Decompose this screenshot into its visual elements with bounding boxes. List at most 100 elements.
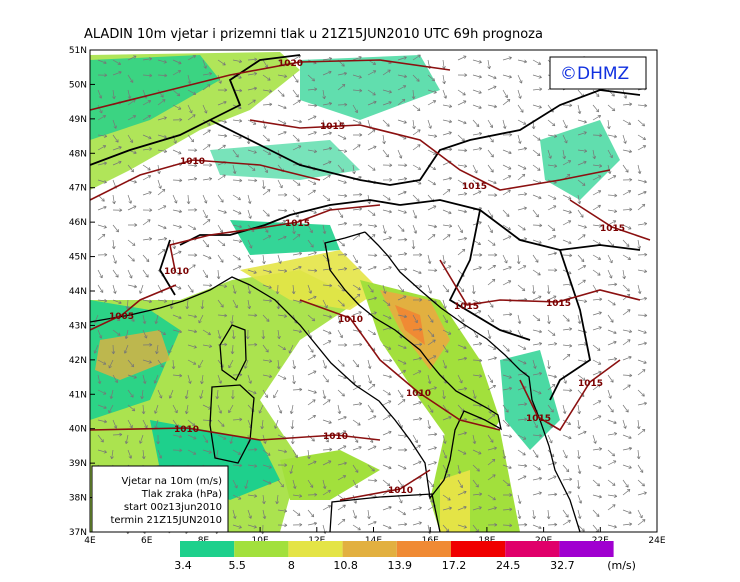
wind-arrow — [307, 344, 314, 353]
wind-arrow — [472, 266, 482, 271]
wind-arrow — [562, 404, 567, 414]
wind-arrow — [307, 449, 311, 460]
wind-arrow — [592, 164, 603, 168]
wind-arrow — [217, 74, 222, 84]
wind-arrow — [472, 464, 480, 472]
wind-arrow — [202, 84, 211, 91]
wind-arrow — [337, 299, 345, 307]
wind-arrow — [382, 236, 392, 241]
wind-arrow — [622, 419, 627, 429]
wind-arrow — [532, 433, 543, 438]
wind-arrow — [622, 89, 628, 99]
wind-arrow — [487, 314, 494, 323]
wind-arrow — [217, 174, 226, 181]
wind-arrow — [141, 404, 146, 415]
wind-arrow — [262, 189, 271, 196]
wind-arrow — [322, 70, 332, 76]
lat-label: 41N — [69, 390, 87, 400]
wind-arrow — [337, 518, 346, 526]
wind-arrow — [457, 356, 468, 361]
wind-arrow — [442, 359, 447, 369]
wind-arrow — [427, 89, 437, 94]
wind-arrow — [262, 314, 270, 322]
wind-arrow — [382, 430, 392, 436]
title: ALADIN 10m vjetar i prizemni tlak u 21Z1… — [84, 27, 543, 42]
wind-arrow — [217, 194, 224, 203]
wind-arrow — [97, 359, 107, 365]
wind-arrow — [472, 146, 483, 151]
wind-arrow — [322, 299, 328, 309]
wind-arrow — [154, 314, 159, 324]
wind-arrow — [576, 479, 581, 490]
wind-arrow — [622, 479, 629, 488]
wind-arrow — [487, 59, 491, 70]
wind-arrow — [382, 149, 389, 158]
wind-arrow — [157, 389, 163, 399]
colorbar-label: 5.5 — [228, 559, 246, 572]
wind-arrow — [412, 194, 420, 202]
wind-arrow — [142, 419, 148, 429]
wind-arrow — [547, 404, 554, 413]
wind-arrow — [172, 149, 182, 155]
wind-arrow — [637, 464, 644, 473]
wind-arrow — [622, 177, 633, 182]
wind-arrow — [247, 269, 257, 274]
wind-arrow — [262, 134, 270, 142]
wind-arrow — [202, 177, 213, 181]
wind-arrow — [367, 89, 376, 96]
wind-arrow — [442, 449, 448, 459]
wind-arrow — [457, 386, 468, 391]
wind-arrow — [622, 509, 632, 515]
wind-arrow — [97, 115, 107, 121]
wind-arrow — [517, 494, 522, 504]
wind-arrow — [187, 148, 198, 153]
wind-arrow — [337, 221, 348, 226]
wind-arrow — [261, 179, 266, 190]
wind-arrow — [322, 194, 331, 202]
wind-arrow — [592, 464, 602, 470]
wind-arrow — [124, 434, 129, 445]
wind-arrow — [288, 344, 294, 354]
wind-arrow — [502, 235, 512, 241]
wind-arrow — [592, 175, 602, 181]
isobar-label: 1010 — [338, 315, 363, 325]
wind-arrow — [607, 282, 618, 287]
wind-arrow — [472, 479, 479, 488]
wind-arrow — [592, 344, 601, 351]
wind-arrow — [322, 89, 326, 100]
wind-arrow — [472, 253, 483, 257]
wind-arrow — [427, 386, 437, 391]
wind-arrow — [276, 359, 281, 370]
wind-arrow — [457, 505, 467, 511]
wind-arrow — [292, 387, 303, 392]
wind-arrow — [172, 70, 182, 76]
wind-arrow — [502, 175, 512, 181]
wind-arrow — [262, 74, 271, 81]
wind-arrow — [187, 284, 194, 293]
wind-arrow — [546, 509, 551, 520]
wind-arrow — [274, 419, 279, 429]
wind-arrow — [127, 419, 133, 429]
wind-arrow — [577, 464, 582, 475]
wind-arrow — [502, 479, 511, 487]
wind-arrow — [517, 463, 528, 468]
wind-arrow — [487, 224, 493, 234]
wind-arrow — [502, 404, 509, 413]
wind-arrow — [517, 359, 527, 365]
wind-arrow — [352, 119, 362, 125]
wind-arrow — [232, 224, 242, 229]
wind-arrow — [457, 464, 462, 475]
wind-arrow — [244, 479, 249, 489]
colorbar-swatch — [180, 541, 235, 557]
wind-arrow — [592, 434, 597, 444]
wind-arrow — [367, 209, 376, 216]
wind-arrow — [322, 283, 333, 288]
wind-arrow — [532, 194, 542, 200]
wind-arrow — [412, 74, 420, 82]
wind-arrow — [562, 464, 570, 473]
wind-arrow — [172, 419, 179, 428]
wind-arrow — [382, 178, 393, 182]
wind-arrow — [487, 356, 497, 361]
wind-arrow — [382, 344, 392, 350]
wind-arrow — [262, 494, 266, 505]
